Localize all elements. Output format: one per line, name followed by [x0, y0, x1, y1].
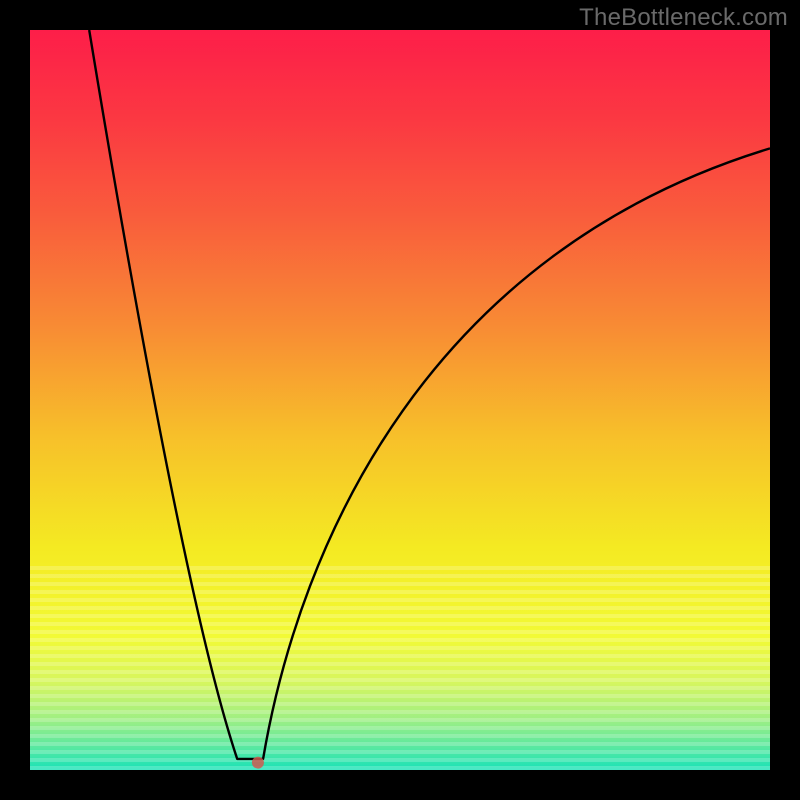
- chart-frame: TheBottleneck.com: [0, 0, 800, 800]
- bottleneck-curve: [89, 30, 770, 759]
- minimum-marker: [252, 757, 264, 769]
- plot-area: [30, 30, 770, 770]
- watermark-text: TheBottleneck.com: [579, 4, 788, 32]
- curve-layer: [30, 30, 770, 770]
